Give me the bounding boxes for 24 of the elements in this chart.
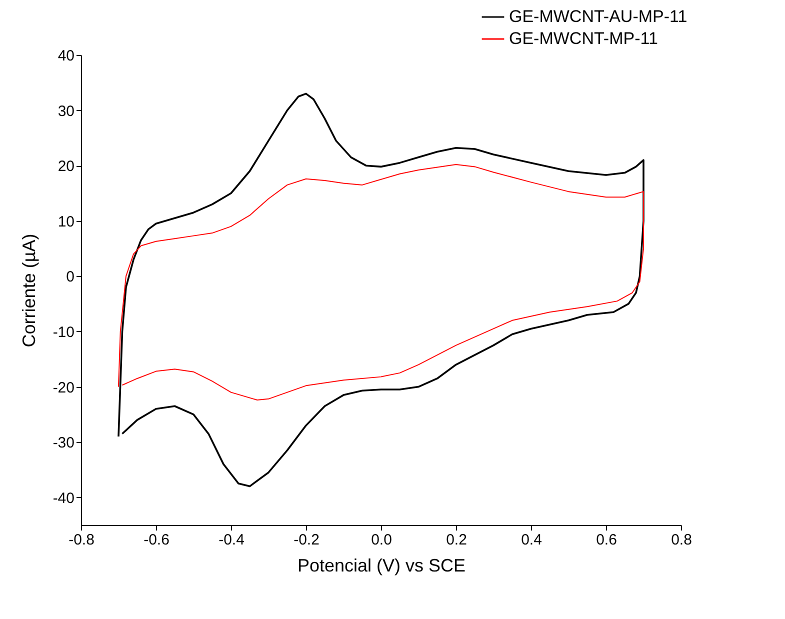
y-tick-label: 30	[58, 102, 74, 120]
y-tick-label: 40	[58, 48, 74, 64]
x-tick-label: -0.2	[294, 532, 320, 548]
x-tick-label: 0.0	[371, 532, 392, 548]
y-tick-label: -10	[52, 324, 74, 341]
y-axis-title: Corriente (µA)	[18, 234, 39, 348]
x-tick-label: -0.4	[218, 532, 244, 548]
y-tick-label: 10	[58, 213, 74, 230]
line-series	[118, 164, 644, 401]
y-tick-label: 0	[66, 268, 74, 286]
y-tick-label: 20	[58, 158, 74, 176]
legend-label: GE-MWCNT-MP-11	[509, 29, 658, 48]
x-tick-label: 0.8	[671, 532, 692, 548]
y-tick-label: -20	[52, 379, 74, 396]
x-tick-label: -0.6	[144, 532, 170, 548]
y-tick-label: -30	[52, 434, 74, 452]
x-axis-title: Potencial (V) vs SCE	[297, 556, 466, 576]
line-series	[118, 92, 644, 488]
x-tick-label: 0.6	[596, 532, 617, 548]
x-tick-label: -0.8	[68, 532, 94, 548]
x-tick-label: 0.4	[521, 532, 542, 548]
y-tick-label: -40	[52, 490, 74, 507]
x-tick-label: 0.2	[446, 532, 467, 548]
legend-label: GE-MWCNT-AU-MP-11	[509, 7, 688, 26]
